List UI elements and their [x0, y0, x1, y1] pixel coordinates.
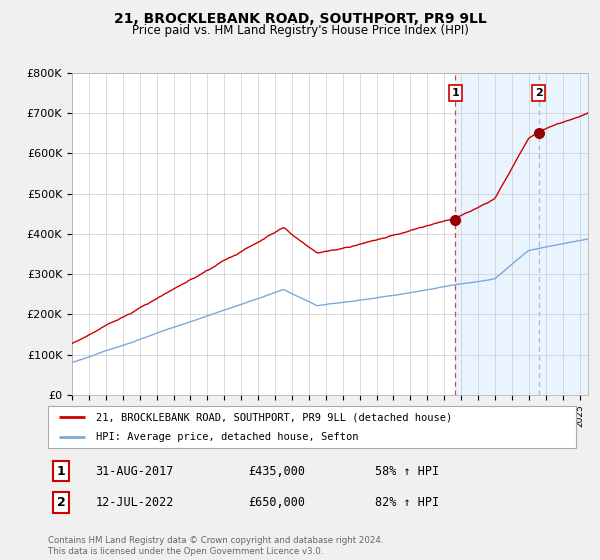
Text: 2: 2 — [57, 496, 65, 509]
Text: 1: 1 — [452, 88, 460, 98]
Text: 2: 2 — [535, 88, 542, 98]
Bar — [455, 73, 600, 395]
Text: 21, BROCKLEBANK ROAD, SOUTHPORT, PR9 9LL (detached house): 21, BROCKLEBANK ROAD, SOUTHPORT, PR9 9LL… — [95, 412, 452, 422]
Text: £435,000: £435,000 — [248, 465, 305, 478]
Text: 1: 1 — [57, 465, 65, 478]
Text: £650,000: £650,000 — [248, 496, 305, 509]
Text: HPI: Average price, detached house, Sefton: HPI: Average price, detached house, Seft… — [95, 432, 358, 442]
Text: Price paid vs. HM Land Registry's House Price Index (HPI): Price paid vs. HM Land Registry's House … — [131, 24, 469, 36]
Text: 12-JUL-2022: 12-JUL-2022 — [95, 496, 174, 509]
Text: 21, BROCKLEBANK ROAD, SOUTHPORT, PR9 9LL: 21, BROCKLEBANK ROAD, SOUTHPORT, PR9 9LL — [113, 12, 487, 26]
Text: Contains HM Land Registry data © Crown copyright and database right 2024.
This d: Contains HM Land Registry data © Crown c… — [48, 536, 383, 556]
Text: 31-AUG-2017: 31-AUG-2017 — [95, 465, 174, 478]
Text: 82% ↑ HPI: 82% ↑ HPI — [376, 496, 439, 509]
Text: 58% ↑ HPI: 58% ↑ HPI — [376, 465, 439, 478]
